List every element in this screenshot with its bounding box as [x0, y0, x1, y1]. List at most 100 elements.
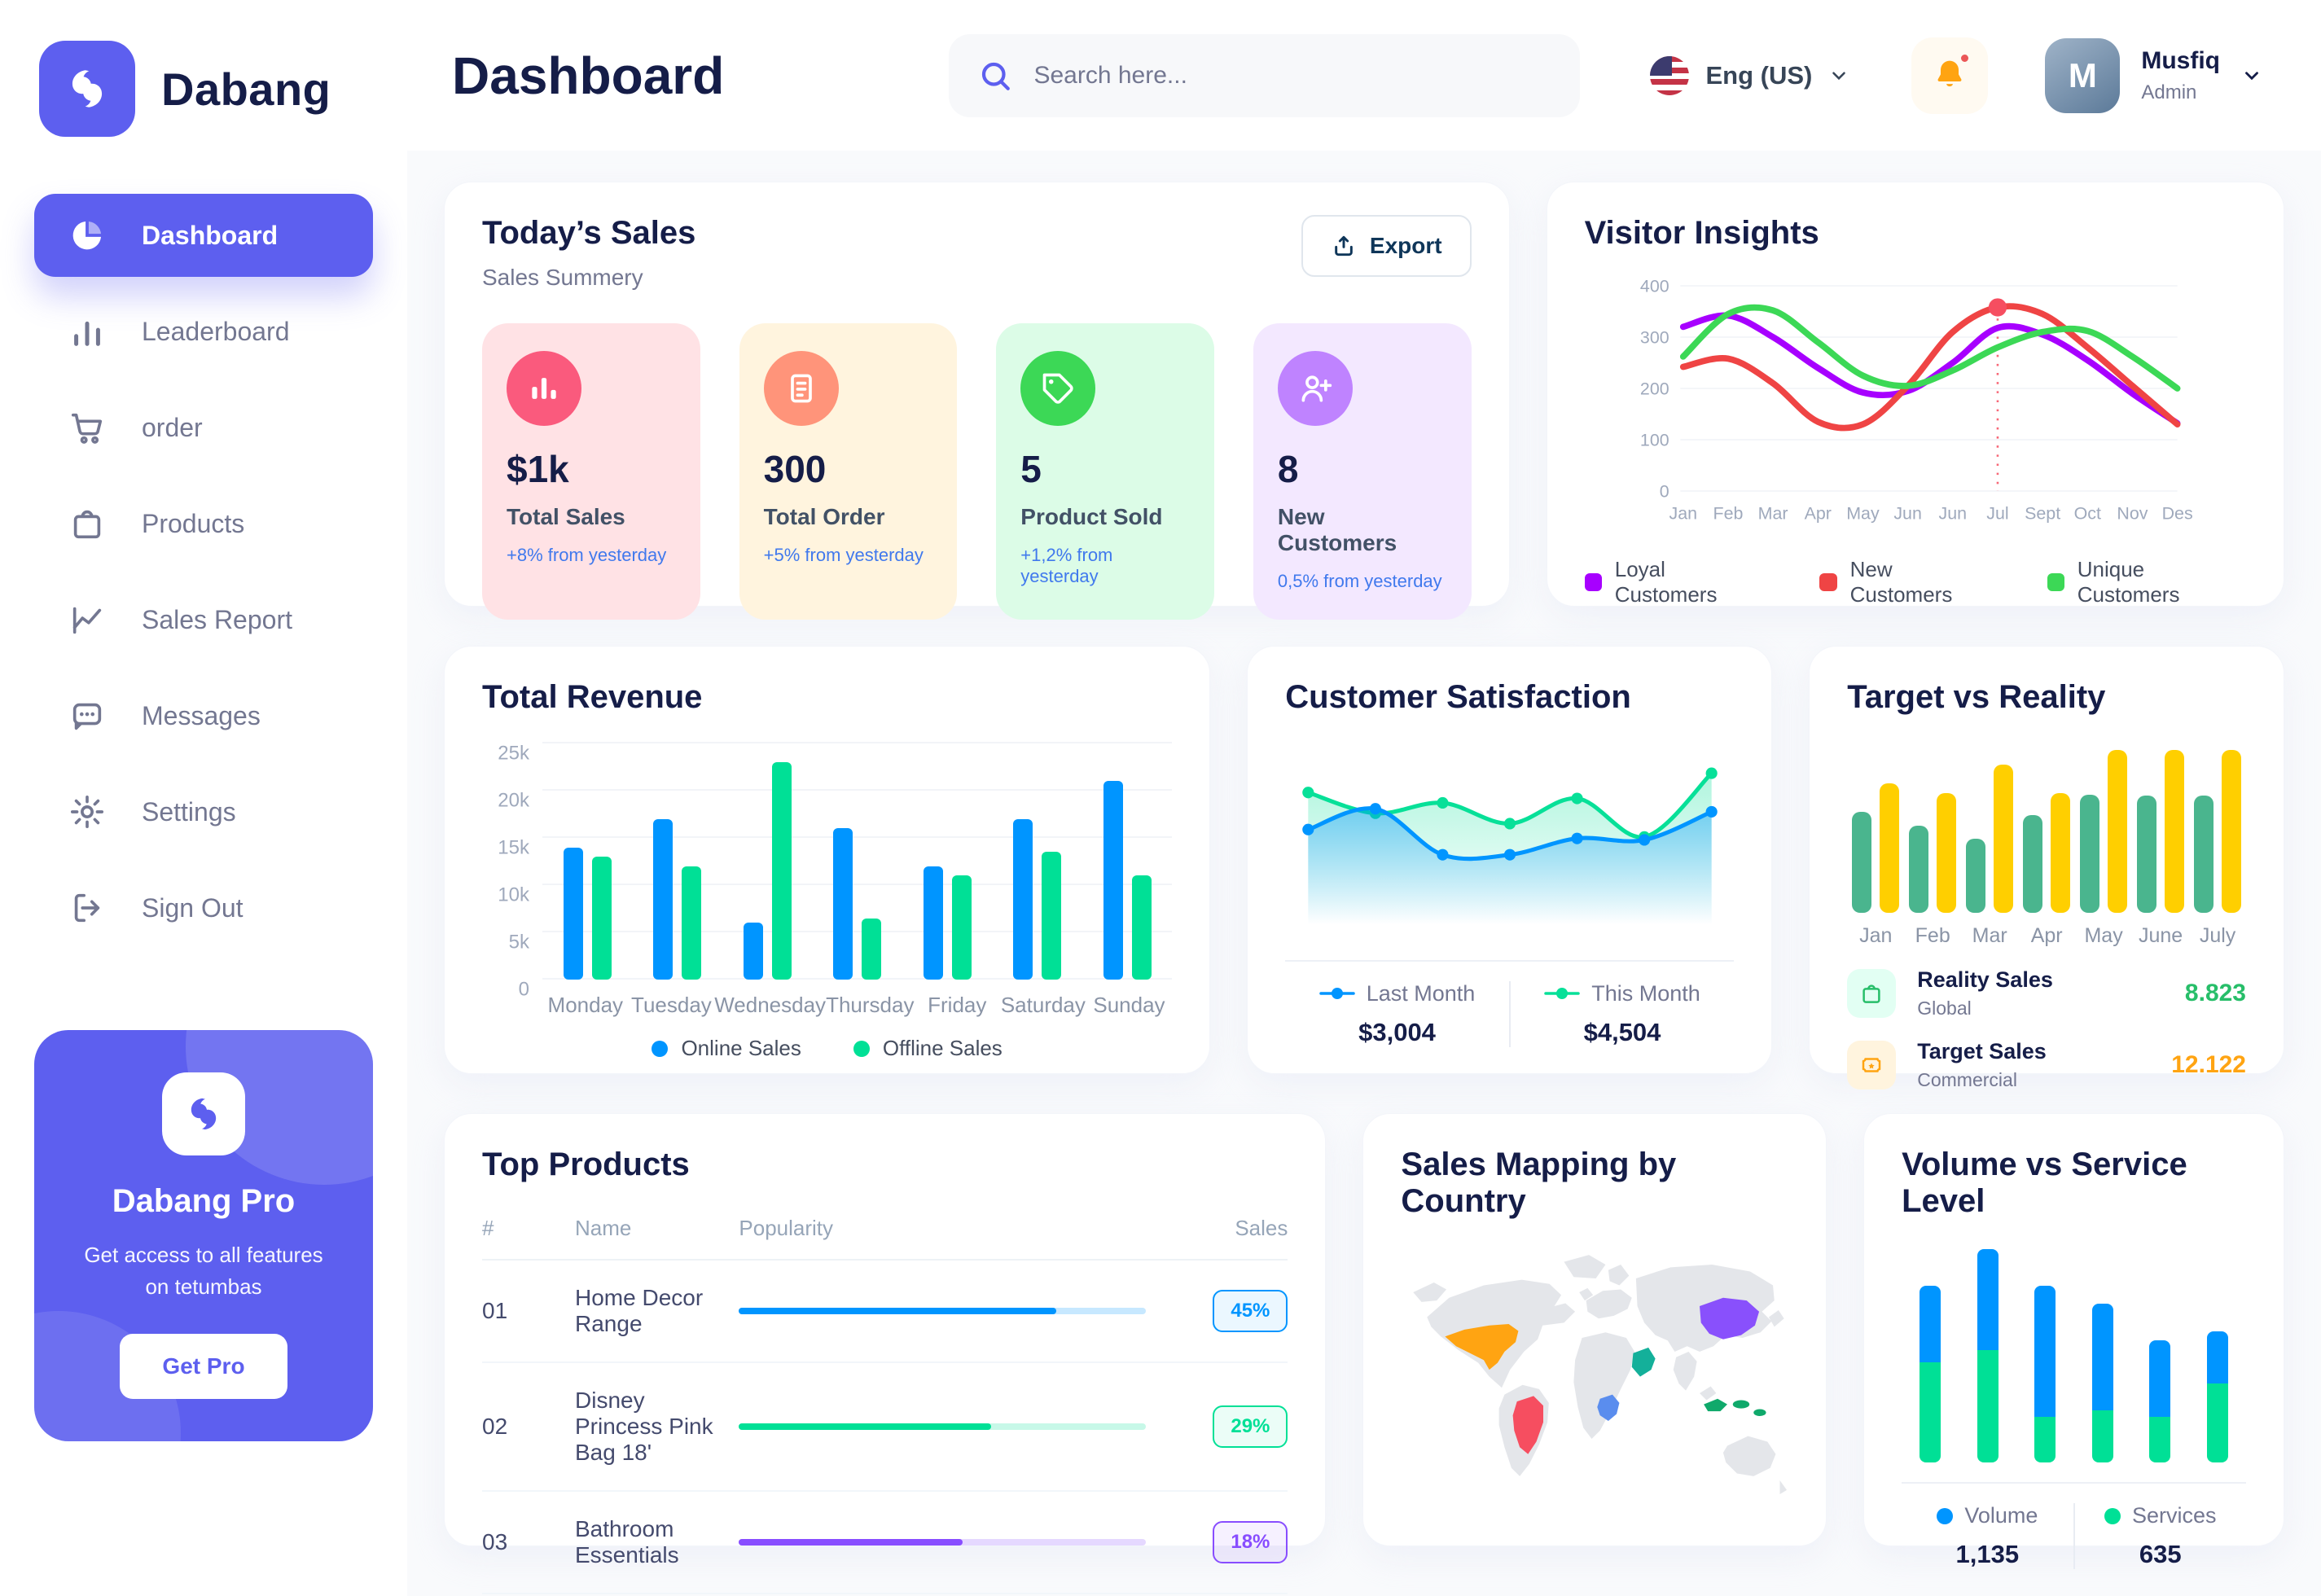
total-revenue-card: Total Revenue 0 5k 10k 15k 20k 25k Monday Tues…: [444, 646, 1211, 1074]
map-indonesia-2: [1733, 1400, 1750, 1409]
sidebar-item-sign-out[interactable]: Sign Out: [34, 866, 373, 949]
legend-label: Offline Sales: [882, 1036, 1003, 1060]
sales-mapping-title: Sales Mapping by Country: [1401, 1147, 1677, 1219]
stacked-bar-group: [1959, 1249, 2016, 1462]
customer-satisfaction-legend: Last Month $3,004 This Month $4,504: [1285, 959, 1735, 1047]
bar-online-sales: [563, 847, 583, 980]
column-header-num: #: [482, 1216, 494, 1240]
search-bar: [949, 33, 1581, 117]
sidebar-item-dashboard[interactable]: Dashboard: [34, 194, 373, 277]
sidebar-item-messages[interactable]: Messages: [34, 674, 373, 757]
legend-label: New Customers: [1849, 557, 1953, 607]
bar-online-sales: [1103, 781, 1123, 980]
search-input[interactable]: [1033, 61, 1551, 90]
user-profile[interactable]: M Musfiq Admin: [2045, 37, 2262, 113]
user-add-icon: [1277, 351, 1353, 426]
legend-item: Unique Customers: [2047, 557, 2246, 607]
x-label: Sunday: [1093, 993, 1165, 1017]
sidebar-item-settings[interactable]: Settings: [34, 770, 373, 853]
svg-text:Jan: Jan: [1669, 503, 1697, 523]
main-area: Dashboard Eng (US) M: [407, 0, 2321, 1596]
export-button[interactable]: Export: [1301, 215, 1472, 277]
stacked-bar-group: [2016, 1249, 2073, 1462]
bar-reality-sales: [2137, 796, 2157, 913]
product-rank: 01: [482, 1298, 508, 1323]
bar-group-may: [2075, 740, 2132, 913]
chevron-down-icon: [2245, 71, 2258, 80]
bar-online-sales: [653, 818, 673, 980]
sidebar-item-leaderboard[interactable]: Leaderboard: [34, 290, 373, 373]
sales-badge: 29%: [1213, 1405, 1288, 1448]
settings-icon: [68, 793, 106, 831]
stacked-bar: [2091, 1304, 2113, 1462]
x-label: Mar: [1972, 924, 2007, 947]
bar-target-sales: [2108, 750, 2128, 913]
popularity-bar-fill: [739, 1423, 992, 1430]
x-label: July: [2199, 924, 2236, 947]
bar-reality-sales: [2023, 815, 2043, 913]
sidebar-item-label: Messages: [142, 700, 261, 730]
map-alaska: [1413, 1282, 1447, 1302]
legend-label: Volume: [1902, 1503, 2073, 1528]
stacked-bar-group: [2074, 1249, 2131, 1462]
column-header-popularity: Popularity: [739, 1216, 834, 1240]
stat-card-total-order: 300 Total Order +5% from yesterday: [739, 323, 958, 620]
bar-group-apr: [2018, 740, 2075, 913]
sidebar-item-order[interactable]: order: [34, 386, 373, 469]
bar-services: [2149, 1416, 2171, 1462]
stat-label: Total Sales: [507, 504, 625, 529]
legend-line-dot-icon: [1544, 988, 1580, 1000]
get-pro-button[interactable]: Get Pro: [120, 1334, 287, 1399]
sales-report-icon: [68, 601, 106, 638]
bar-volume: [1977, 1249, 1999, 1350]
bar-group-saturday: [992, 743, 1082, 980]
x-label: Monday: [547, 993, 624, 1017]
gridline: 15k: [498, 836, 1173, 859]
bar-volume: [2149, 1340, 2171, 1417]
language-selector[interactable]: Eng (US): [1650, 55, 1849, 95]
sidebar-item-sales-report[interactable]: Sales Report: [34, 578, 373, 661]
brand-logo-icon: [39, 41, 135, 137]
map-indonesia-3: [1753, 1409, 1766, 1417]
gridline: 0: [519, 978, 1173, 1001]
bar-online-sales: [743, 923, 763, 980]
series-new-customers: [1679, 303, 2181, 432]
svg-text:400: 400: [1639, 277, 1669, 296]
target-vs-reality-title: Target vs Reality: [1847, 679, 2106, 715]
total-revenue-legend: Online Sales Offline Sales: [482, 1036, 1172, 1061]
bar-group-mar: [1961, 740, 2018, 913]
gridline: 5k: [509, 931, 1173, 954]
bar-online-sales: [833, 828, 853, 980]
svg-text:100: 100: [1639, 431, 1669, 450]
stat-card-new-customers: 8 New Customers 0,5% from yesterday: [1253, 323, 1472, 620]
stat-value: 5: [1020, 448, 1042, 490]
total-revenue-chart: 0 5k 10k 15k 20k 25k: [498, 742, 1173, 1001]
svg-text:0: 0: [1659, 482, 1669, 502]
bar-offline-sales: [591, 857, 612, 980]
notifications-button[interactable]: [1911, 37, 1989, 114]
column-header-name: Name: [575, 1216, 632, 1240]
legend-item-services: Services 635: [2073, 1503, 2246, 1569]
bar-volume: [2091, 1304, 2113, 1411]
map-uk: [1579, 1287, 1594, 1301]
popularity-bar: [739, 1308, 1147, 1314]
sidebar-item-products[interactable]: Products: [34, 482, 373, 565]
customer-satisfaction-chart: [1302, 767, 1718, 932]
stat-delta: +1,2% from yesterday: [1020, 545, 1113, 586]
svg-text:Feb: Feb: [1713, 503, 1743, 523]
leaderboard-icon: [68, 313, 106, 350]
gridline: 20k: [498, 789, 1173, 812]
brand-name: Dabang: [161, 63, 331, 115]
svg-text:300: 300: [1639, 328, 1669, 348]
visitor-insights-legend: Loyal Customers New Customers Unique Custo…: [1584, 557, 2246, 607]
stat-delta: +8% from yesterday: [507, 545, 667, 565]
product-rank: 02: [482, 1414, 508, 1439]
bar-offline-sales: [771, 762, 792, 980]
page-title: Dashboard: [452, 46, 725, 105]
svg-text:Jun: Jun: [1938, 503, 1967, 523]
bar-services: [2091, 1410, 2113, 1462]
stacked-bar: [1920, 1285, 1941, 1462]
bar-offline-sales: [951, 875, 972, 980]
product-name: Disney Princess Pink Bag 18': [575, 1388, 713, 1465]
y-tick-label: 0: [518, 978, 529, 1001]
